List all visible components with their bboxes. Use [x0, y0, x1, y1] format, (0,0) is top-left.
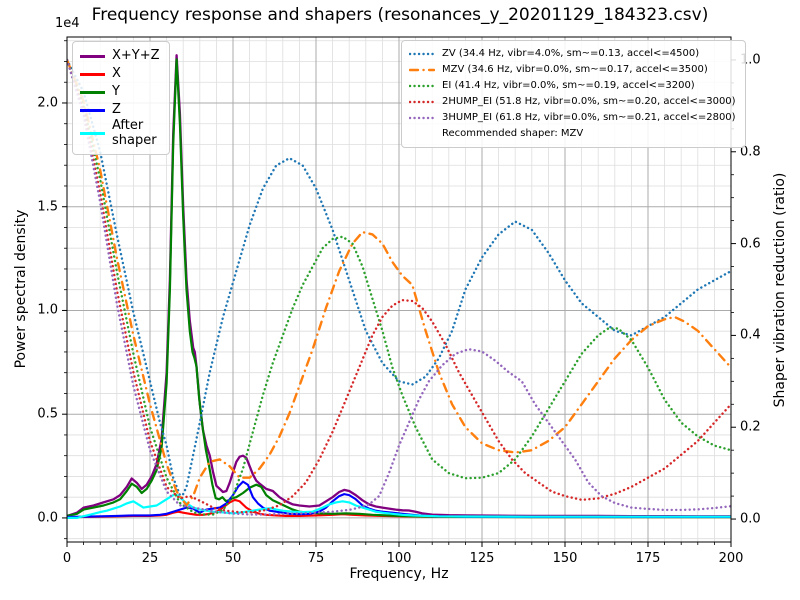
- legend-swatch-line: [80, 72, 105, 76]
- legend-item-x-y-z: X+Y+Z: [80, 47, 160, 65]
- series-y: [67, 58, 731, 519]
- series-2hump-ei: [67, 58, 731, 514]
- legend-swatch-dotted: [409, 100, 435, 104]
- legend-note-recommended-shaper: Recommended shaper: MZV: [409, 126, 736, 142]
- y-left-tick-label: 2.0: [37, 95, 58, 111]
- legend-item-3hump-ei: 3HUMP_EI (61.8 Hz, vibr=0.0%, sm~=0.21, …: [409, 110, 736, 126]
- y-left-tick-label: 0.0: [37, 510, 58, 526]
- legend-psd: X+Y+Z X Y Z After shaper: [72, 41, 170, 155]
- legend-item-mzv: MZV (34.6 Hz, vibr=0.0%, sm~=0.17, accel…: [409, 62, 736, 78]
- y-axis-label-right: Shaper vibration reduction (ratio): [772, 172, 788, 408]
- legend-swatch-line: [80, 90, 105, 94]
- legend-swatch-line: [80, 54, 105, 58]
- series-3hump-ei: [67, 58, 731, 516]
- legend-item-after-shaper: After shaper: [80, 118, 160, 149]
- x-tick-label: 200: [718, 551, 744, 566]
- legend-swatch-line: [80, 132, 105, 136]
- legend-label: After shaper: [112, 118, 157, 148]
- legend-label: 3HUMP_EI (61.8 Hz, vibr=0.0%, sm~=0.21, …: [442, 112, 736, 124]
- legend-item-z: Z: [80, 101, 160, 119]
- x-axis-label: Frequency, Hz: [349, 566, 449, 582]
- series-zv: [67, 58, 731, 500]
- x-tick-label: 75: [307, 551, 325, 566]
- legend-item-y: Y: [80, 83, 160, 101]
- legend-label: MZV (34.6 Hz, vibr=0.0%, sm~=0.17, accel…: [442, 64, 708, 76]
- legend-item-2hump-ei: 2HUMP_EI (51.8 Hz, vibr=0.0%, sm~=0.20, …: [409, 94, 736, 110]
- legend-swatch-dotted: [409, 84, 435, 88]
- legend-label: Y: [112, 83, 120, 99]
- y-right-tick-label: 0.0: [740, 511, 761, 527]
- legend-swatch-dotted: [409, 52, 435, 56]
- legend-label: EI (41.4 Hz, vibr=0.0%, sm~=0.19, accel<…: [442, 80, 695, 92]
- legend-label: X+Y+Z: [112, 47, 160, 63]
- y-left-tick-label: 1.0: [37, 302, 58, 318]
- legend-swatch-line: [80, 108, 105, 112]
- chart-title: Frequency response and shapers (resonanc…: [91, 5, 709, 25]
- legend-swatch-dashdot: [409, 68, 435, 72]
- y-right-tick-label: 0.6: [740, 236, 761, 252]
- x-tick-label: 100: [386, 551, 412, 566]
- x-tick-label: 0: [62, 551, 72, 566]
- x-tick-label: 125: [469, 551, 495, 566]
- series-mzv: [67, 58, 731, 507]
- legend-item-x: X: [80, 65, 160, 83]
- legend-item-zv: ZV (34.4 Hz, vibr=4.0%, sm~=0.13, accel<…: [409, 46, 736, 62]
- y-left-tick-label: 0.5: [37, 406, 58, 422]
- x-tick-label: 175: [635, 551, 661, 566]
- y-right-tick-label: 0.2: [740, 419, 761, 435]
- y-axis-label-left: Power spectral density: [13, 209, 29, 369]
- x-tick-label: 50: [224, 551, 242, 566]
- legend-item-ei: EI (41.4 Hz, vibr=0.0%, sm~=0.19, accel<…: [409, 78, 736, 94]
- y-left-tick-label: 1.5: [37, 199, 58, 215]
- legend-label: X: [112, 65, 121, 81]
- legend-label: ZV (34.4 Hz, vibr=4.0%, sm~=0.13, accel<…: [442, 48, 700, 60]
- y-right-tick-label: 0.4: [740, 327, 761, 343]
- legend-swatch-dotted: [409, 116, 435, 120]
- legend-label: 2HUMP_EI (51.8 Hz, vibr=0.0%, sm~=0.20, …: [442, 96, 736, 108]
- x-tick-label: 150: [552, 551, 578, 566]
- series-after-shaper: [67, 493, 731, 519]
- y-right-tick-label: 0.8: [740, 144, 761, 160]
- x-tick-label: 25: [141, 551, 159, 566]
- series-ei: [67, 58, 731, 516]
- legend-shapers: ZV (34.4 Hz, vibr=4.0%, sm~=0.13, accel<…: [401, 40, 746, 148]
- legend-note-label: Recommended shaper: MZV: [442, 128, 584, 140]
- y-axis-offset-label: 1e4: [55, 16, 80, 31]
- legend-label: Z: [112, 101, 121, 117]
